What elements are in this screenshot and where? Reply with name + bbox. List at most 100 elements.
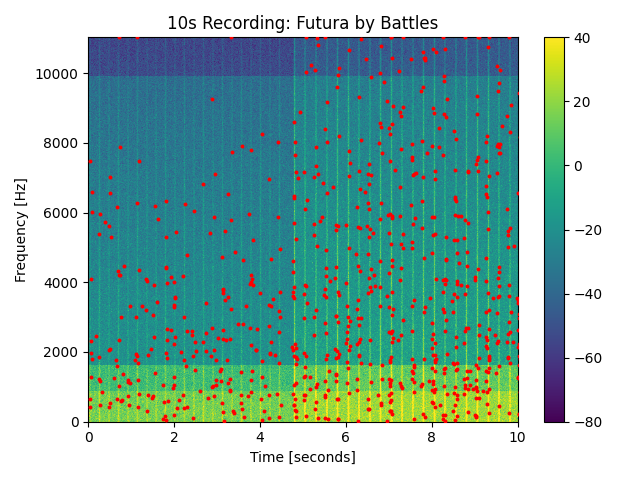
Point — [125, 302, 135, 310]
Point — [161, 264, 172, 272]
Point — [310, 66, 320, 74]
Point — [341, 221, 351, 228]
Point — [482, 193, 492, 201]
Point — [274, 307, 284, 315]
Point — [481, 182, 492, 190]
Point — [417, 83, 428, 90]
Point — [243, 392, 253, 400]
Point — [148, 392, 159, 400]
Point — [330, 227, 340, 234]
Point — [493, 362, 504, 370]
Point — [182, 252, 192, 259]
Point — [353, 314, 363, 322]
Point — [428, 104, 438, 112]
Point — [387, 396, 397, 404]
Point — [143, 351, 153, 359]
Point — [429, 167, 440, 175]
Point — [259, 407, 269, 414]
Point — [119, 263, 129, 270]
Point — [492, 369, 502, 376]
Point — [342, 302, 353, 310]
Point — [482, 400, 492, 408]
Point — [228, 407, 238, 415]
Point — [290, 138, 300, 146]
Point — [481, 333, 491, 340]
Point — [87, 208, 97, 216]
Point — [169, 278, 179, 286]
Point — [331, 354, 341, 362]
Point — [375, 69, 385, 76]
Point — [494, 149, 504, 156]
Point — [225, 305, 236, 312]
Point — [149, 203, 159, 210]
Point — [150, 370, 161, 377]
Point — [513, 296, 523, 303]
Point — [447, 297, 458, 305]
Point — [416, 383, 426, 390]
Point — [385, 130, 396, 138]
Point — [288, 269, 298, 276]
Point — [94, 375, 104, 383]
Point — [352, 375, 362, 383]
Point — [465, 368, 475, 375]
Point — [162, 279, 172, 287]
Point — [461, 324, 471, 332]
Point — [180, 362, 191, 370]
Point — [407, 244, 417, 252]
Point — [395, 379, 405, 387]
Point — [505, 225, 515, 232]
Point — [504, 129, 515, 136]
Point — [451, 135, 461, 143]
Point — [366, 288, 376, 295]
Point — [311, 163, 321, 170]
Point — [406, 202, 417, 209]
Point — [289, 219, 299, 227]
Point — [440, 327, 451, 335]
Point — [516, 235, 526, 243]
Point — [494, 79, 504, 87]
Point — [456, 212, 466, 219]
Point — [452, 280, 463, 288]
Point — [310, 405, 320, 413]
Point — [342, 313, 353, 321]
Point — [228, 409, 239, 417]
Point — [430, 385, 440, 393]
Point — [471, 160, 481, 168]
Point — [472, 153, 483, 160]
Point — [344, 389, 354, 396]
Point — [492, 142, 502, 150]
Point — [386, 240, 396, 248]
Point — [427, 250, 437, 257]
Point — [450, 166, 460, 174]
Point — [516, 220, 527, 228]
Point — [471, 412, 481, 420]
Point — [438, 365, 449, 372]
Point — [172, 405, 182, 412]
Point — [483, 368, 493, 376]
Point — [418, 410, 428, 418]
Point — [427, 344, 437, 352]
Point — [313, 41, 323, 49]
Point — [331, 221, 341, 229]
Point — [427, 386, 437, 394]
Point — [516, 413, 527, 421]
Point — [270, 352, 280, 360]
Point — [438, 276, 449, 284]
Point — [173, 396, 184, 404]
Point — [438, 305, 449, 312]
Point — [462, 282, 472, 290]
Point — [450, 416, 460, 424]
Point — [131, 350, 141, 358]
Point — [141, 276, 152, 283]
Point — [449, 211, 460, 219]
Point — [334, 350, 344, 358]
Point — [188, 415, 198, 422]
Point — [217, 399, 227, 407]
Point — [385, 408, 395, 415]
Point — [86, 337, 97, 345]
Point — [409, 378, 419, 385]
Point — [218, 289, 228, 297]
Point — [439, 77, 449, 85]
Point — [220, 418, 230, 425]
Point — [474, 34, 484, 41]
